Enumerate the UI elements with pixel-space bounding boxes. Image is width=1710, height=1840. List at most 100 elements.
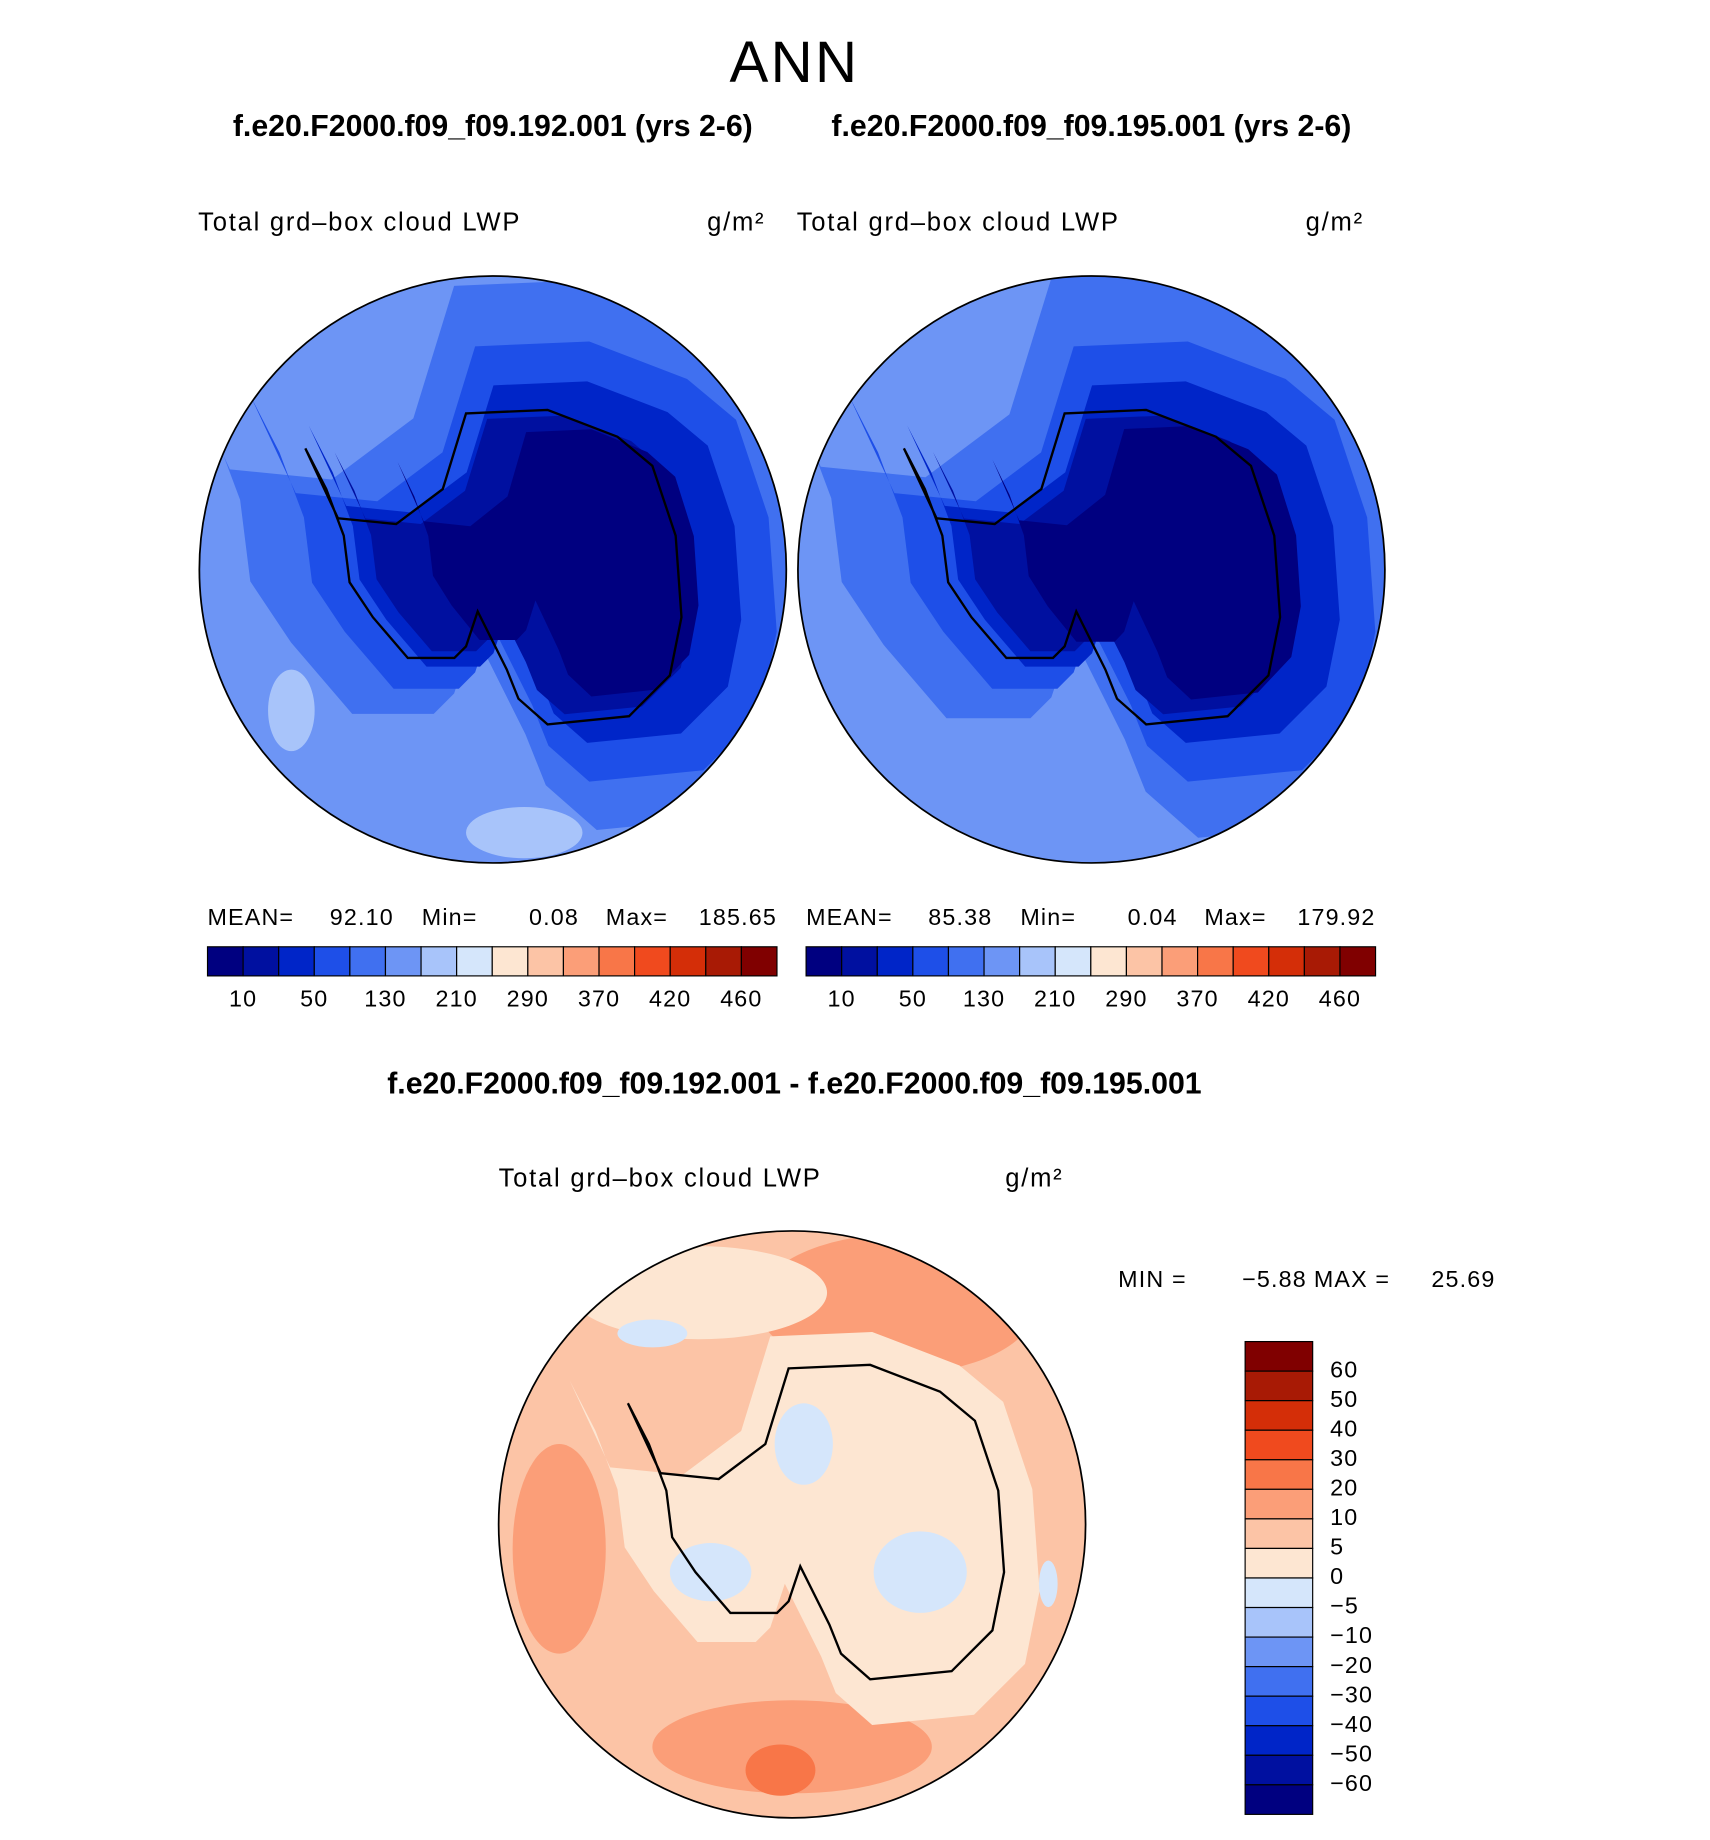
stat-value: 92.10	[330, 904, 394, 930]
colorbar-box	[669, 946, 707, 977]
map-border	[497, 1230, 1087, 1819]
map	[199, 276, 787, 863]
units-label: g/m²	[1306, 208, 1364, 236]
colorbar-box	[1303, 946, 1341, 977]
colorbar-box	[1244, 1636, 1314, 1668]
colorbar-box	[805, 946, 843, 977]
colorbar-label: 50	[300, 986, 328, 1012]
figure-title: ANN	[729, 30, 859, 95]
colorbar-label: 210	[435, 986, 477, 1012]
colorbar-box	[456, 946, 493, 977]
colorbar-label: 20	[1330, 1474, 1358, 1500]
colorbar-box	[1244, 1784, 1314, 1815]
colorbar-label: 370	[1176, 986, 1218, 1012]
colorbar-box	[1244, 1518, 1314, 1550]
colorbar-label: −20	[1330, 1652, 1373, 1678]
colorbar-box	[876, 946, 914, 977]
field-label: Total grd–box cloud LWP	[797, 208, 1120, 236]
stat-value: 0.04	[1128, 904, 1178, 930]
stat-label: Max=	[606, 904, 668, 930]
colorbar-box	[841, 946, 878, 977]
colorbar-box	[947, 946, 985, 977]
colorbar-box	[1125, 946, 1163, 977]
stat-value: 179.92	[1297, 904, 1375, 930]
colorbar-label: 290	[1105, 986, 1147, 1012]
colorbar-label: −10	[1330, 1622, 1373, 1648]
stat-label: MIN =	[1118, 1266, 1187, 1292]
colorbar-box	[1268, 946, 1305, 977]
colorbar-label: 60	[1330, 1356, 1358, 1382]
colorbar-label: 370	[578, 986, 620, 1012]
colorbar-box	[1244, 1370, 1314, 1402]
colorbar-box	[1244, 1725, 1314, 1756]
colorbar-box	[1244, 1577, 1314, 1609]
stat-value: −5.88	[1242, 1266, 1307, 1292]
colorbar-box	[1244, 1459, 1314, 1490]
colorbar-box	[1244, 1695, 1314, 1727]
colorbar-label: 0	[1330, 1563, 1344, 1589]
stat-label: MAX =	[1314, 1266, 1390, 1292]
colorbar-label: 50	[1330, 1386, 1358, 1412]
stat-label: Min=	[1020, 904, 1076, 930]
stat-label: MEAN=	[208, 904, 295, 930]
colorbar-label: 290	[507, 986, 549, 1012]
colorbar-label: 210	[1034, 986, 1076, 1012]
colorbar-box	[206, 946, 244, 977]
colorbar-box	[912, 946, 950, 977]
colorbar-label: 420	[1248, 986, 1290, 1012]
colorbar-box	[278, 946, 315, 977]
case-title: f.e20.F2000.f09_f09.192.001 (yrs 2-6)	[233, 110, 753, 143]
map-border	[198, 275, 788, 864]
colorbar-box	[384, 946, 422, 977]
colorbar-box	[1244, 1340, 1314, 1372]
stat-label: Max=	[1204, 904, 1266, 930]
colorbar-label: −40	[1330, 1711, 1373, 1737]
colorbar-box	[1244, 1754, 1314, 1786]
colorbar-label: 130	[963, 986, 1005, 1012]
stat-label: MEAN=	[806, 904, 893, 930]
colorbar-box	[1244, 1547, 1314, 1579]
colorbar-box	[1339, 946, 1377, 977]
map	[797, 276, 1385, 863]
colorbar-label: −5	[1330, 1593, 1359, 1619]
colorbar-box	[705, 946, 742, 977]
colorbar-box	[1244, 1429, 1314, 1461]
colorbar-box	[349, 946, 387, 977]
difference-title: f.e20.F2000.f09_f09.192.001 - f.e20.F200…	[387, 1067, 1201, 1100]
stat-label: Min=	[422, 904, 478, 930]
colorbar-box	[313, 946, 351, 977]
colorbar-label: 420	[649, 986, 691, 1012]
colorbar-label: 10	[1330, 1504, 1358, 1530]
colorbar-box	[1244, 1666, 1314, 1697]
colorbar-box	[1232, 946, 1270, 977]
units-label: g/m²	[707, 208, 765, 236]
colorbar-label: 10	[828, 986, 856, 1012]
stat-value: 0.08	[529, 904, 579, 930]
colorbar-label: −50	[1330, 1740, 1373, 1766]
colorbar-label: 10	[229, 986, 257, 1012]
colorbar-box	[1244, 1606, 1314, 1638]
colorbar-box	[983, 946, 1021, 977]
stat-value: 85.38	[928, 904, 992, 930]
colorbar-label: 40	[1330, 1415, 1358, 1441]
colorbar-box	[491, 946, 529, 977]
colorbar-box	[1244, 1488, 1314, 1520]
field-label: Total grd–box cloud LWP	[198, 208, 521, 236]
colorbar-label: −30	[1330, 1681, 1373, 1707]
colorbar-box	[242, 946, 280, 977]
colorbar-box	[740, 946, 778, 977]
colorbar-box	[1197, 946, 1234, 977]
map-border	[797, 275, 1386, 864]
colorbar-label: −60	[1330, 1770, 1373, 1796]
colorbar-label: 50	[899, 986, 927, 1012]
colorbar-label: 5	[1330, 1534, 1344, 1560]
colorbar-box	[1019, 946, 1056, 977]
colorbar-box	[634, 946, 671, 977]
case-title: f.e20.F2000.f09_f09.195.001 (yrs 2-6)	[831, 110, 1351, 143]
colorbar-label: 460	[1319, 986, 1361, 1012]
colorbar-box	[527, 946, 565, 977]
field-label: Total grd–box cloud LWP	[499, 1164, 822, 1192]
map	[498, 1230, 1086, 1818]
